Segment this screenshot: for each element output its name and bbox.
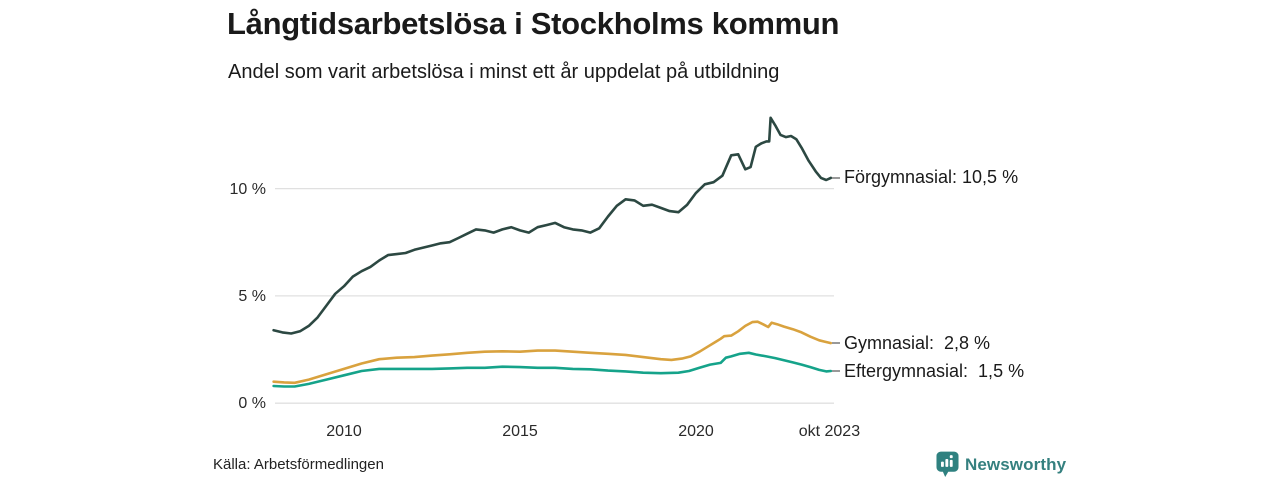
series-line [272,116,833,335]
series-end-label: Gymnasial: 2,8 % [832,331,990,355]
x-axis-tick-label: okt 2023 [798,423,861,440]
x-axis-tick-label: 2015 [502,423,538,440]
x-axis-tick-label: 2010 [326,423,362,440]
y-axis-tick-label: 5 % [238,287,266,305]
page-title: Långtidsarbetslösa i Stockholms kommun [227,6,840,41]
series-end-label-text: Gymnasial: 2,8 % [844,332,991,353]
y-axis-tick-label: 10 % [229,180,266,198]
label-dash [832,370,840,372]
page-subtitle: Andel som varit arbetslösa i minst ett å… [228,61,780,83]
series-line [272,320,833,385]
series-end-label: Förgymnasial: 10,5 % [832,166,1018,190]
x-axis-tick-label: 2020 [678,423,714,440]
newsworthy-logo-icon [936,451,959,477]
source-note: Källa: Arbetsförmedlingen [213,456,384,473]
newsworthy-brand-text: Newsworthy [965,454,1067,474]
series-end-label-text: Förgymnasial: 10,5 % [844,167,1019,188]
y-axis-tick-label: 0 % [238,395,266,413]
series-end-label-text: Eftergymnasial: 1,5 % [844,360,1025,381]
newsworthy-brand: Newsworthy [936,451,1066,478]
series-line [272,351,833,388]
series-end-label: Eftergymnasial: 1,5 % [832,359,1024,383]
label-dash [832,342,840,345]
label-dash [832,176,840,179]
